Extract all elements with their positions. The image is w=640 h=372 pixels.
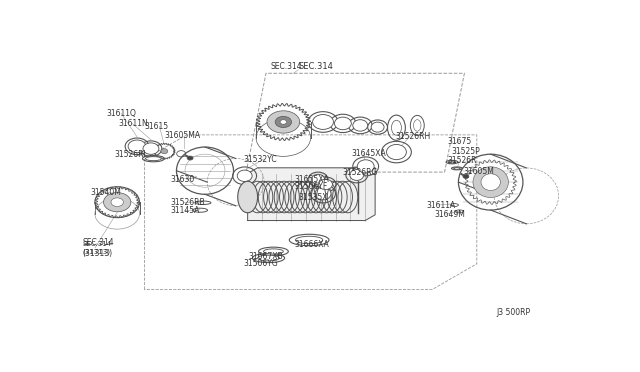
Text: 31535X: 31535X	[298, 193, 328, 202]
Text: 31611A: 31611A	[426, 201, 456, 209]
Ellipse shape	[357, 160, 374, 173]
Ellipse shape	[187, 156, 193, 160]
Text: 31506YG: 31506YG	[244, 259, 278, 268]
Text: 31525P: 31525P	[451, 147, 480, 156]
Text: 31611N: 31611N	[118, 119, 148, 128]
Ellipse shape	[275, 116, 292, 128]
Text: 31611Q: 31611Q	[106, 109, 136, 118]
Text: 31645XA: 31645XA	[352, 149, 387, 158]
Text: 31605MA: 31605MA	[164, 131, 200, 140]
Ellipse shape	[296, 236, 323, 244]
Ellipse shape	[353, 120, 367, 131]
Text: 31605M: 31605M	[464, 167, 495, 176]
Ellipse shape	[454, 167, 460, 169]
Ellipse shape	[312, 115, 333, 129]
Ellipse shape	[267, 111, 300, 133]
Ellipse shape	[308, 172, 328, 186]
Text: 31145A: 31145A	[171, 206, 200, 215]
Ellipse shape	[371, 122, 384, 132]
Text: 31526RB: 31526RB	[171, 198, 205, 207]
Text: SEC.314
(31313): SEC.314 (31313)	[83, 241, 111, 255]
Ellipse shape	[145, 157, 161, 161]
Text: 31675: 31675	[447, 137, 471, 146]
Text: SEC.314: SEC.314	[271, 62, 303, 71]
Ellipse shape	[128, 140, 146, 153]
Ellipse shape	[161, 149, 168, 154]
Ellipse shape	[319, 179, 332, 190]
Ellipse shape	[143, 143, 159, 154]
Ellipse shape	[104, 193, 131, 212]
Text: 31630: 31630	[171, 175, 195, 185]
Text: 31526RH: 31526RH	[395, 132, 430, 141]
Text: 31667XB: 31667XB	[249, 251, 284, 260]
Text: SEC.314
(31313): SEC.314 (31313)	[83, 238, 114, 258]
Text: 31506YF: 31506YF	[294, 182, 328, 191]
Ellipse shape	[481, 174, 500, 190]
Text: 31666XA: 31666XA	[294, 240, 329, 249]
Ellipse shape	[315, 187, 331, 200]
Text: SEC.314: SEC.314	[298, 62, 333, 71]
Text: 31526RI: 31526RI	[115, 150, 147, 159]
Ellipse shape	[387, 144, 406, 160]
Text: 31526RG: 31526RG	[343, 168, 378, 177]
Ellipse shape	[264, 249, 284, 254]
Ellipse shape	[237, 181, 257, 213]
Ellipse shape	[280, 120, 287, 124]
Text: 31615: 31615	[145, 122, 168, 131]
Ellipse shape	[448, 161, 456, 163]
Ellipse shape	[350, 170, 364, 180]
Ellipse shape	[335, 117, 351, 130]
Text: J3 500RP: J3 500RP	[497, 308, 531, 317]
Ellipse shape	[473, 167, 508, 198]
Ellipse shape	[237, 170, 252, 182]
Text: 31532YC: 31532YC	[244, 155, 277, 164]
Ellipse shape	[257, 255, 280, 261]
Ellipse shape	[111, 198, 124, 206]
Text: 31655XA: 31655XA	[294, 175, 329, 184]
Ellipse shape	[463, 174, 469, 179]
Text: 31540M: 31540M	[90, 187, 121, 197]
Text: 31526R: 31526R	[447, 156, 477, 165]
Ellipse shape	[392, 120, 401, 135]
Polygon shape	[248, 168, 375, 221]
Text: 31649M: 31649M	[435, 210, 465, 219]
Ellipse shape	[413, 120, 421, 131]
Ellipse shape	[312, 174, 324, 184]
